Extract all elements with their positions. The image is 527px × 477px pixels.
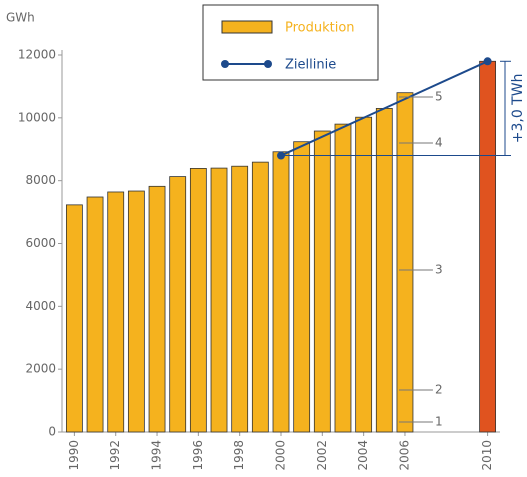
- x-tick-label: 2006: [397, 440, 411, 471]
- legend-box: [202, 4, 379, 81]
- bar: [65, 204, 83, 433]
- x-tick-label: 1994: [150, 440, 164, 471]
- x-tick-label: 2010: [480, 440, 494, 471]
- legend-dot: [221, 60, 229, 68]
- bar: [189, 168, 207, 433]
- bar: [293, 141, 311, 433]
- bar: [148, 185, 166, 433]
- bar: [107, 191, 125, 433]
- y-tick-label: 10000: [18, 110, 56, 124]
- x-tick-label: 1998: [232, 440, 246, 471]
- bar: [127, 190, 145, 433]
- x-tick-label: 1992: [108, 440, 122, 471]
- legend-label: Ziellinie: [285, 58, 336, 73]
- bar: [251, 161, 269, 433]
- segment-label: 4: [435, 136, 443, 150]
- y-tick-label: 4000: [25, 299, 56, 313]
- target-line: [280, 60, 489, 157]
- segment-label: 1: [435, 415, 443, 429]
- bar: [210, 167, 228, 433]
- legend-label: Produktion: [285, 21, 355, 36]
- bar: [86, 196, 104, 433]
- segment-label: 2: [435, 383, 443, 397]
- bar: [396, 92, 414, 433]
- bar: [355, 116, 373, 433]
- y-tick-label: 8000: [25, 173, 56, 187]
- segment-label: 5: [435, 90, 443, 104]
- bar: [479, 60, 497, 433]
- target-point: [483, 57, 492, 66]
- y-tick-label: 6000: [25, 236, 56, 250]
- y-tick-label: 2000: [25, 362, 56, 376]
- bar: [313, 130, 331, 433]
- bar: [169, 176, 187, 433]
- x-tick-label: 2002: [315, 440, 329, 471]
- x-tick-label: 1990: [67, 440, 81, 471]
- y-tick-label: 12000: [18, 48, 56, 62]
- segment-label: 3: [435, 263, 443, 277]
- bar: [375, 108, 393, 433]
- y-axis-label: GWh: [6, 11, 35, 25]
- x-tick-label: 2000: [274, 440, 288, 471]
- legend-dot: [264, 60, 272, 68]
- x-tick-label: 1996: [191, 440, 205, 471]
- bar: [272, 151, 290, 433]
- x-tick-label: 2004: [356, 440, 370, 471]
- legend-swatch: [221, 20, 273, 34]
- bar: [231, 165, 249, 433]
- annotation: +3,0 TWh: [510, 74, 526, 144]
- bar: [334, 123, 352, 433]
- y-tick-label: 0: [48, 425, 56, 439]
